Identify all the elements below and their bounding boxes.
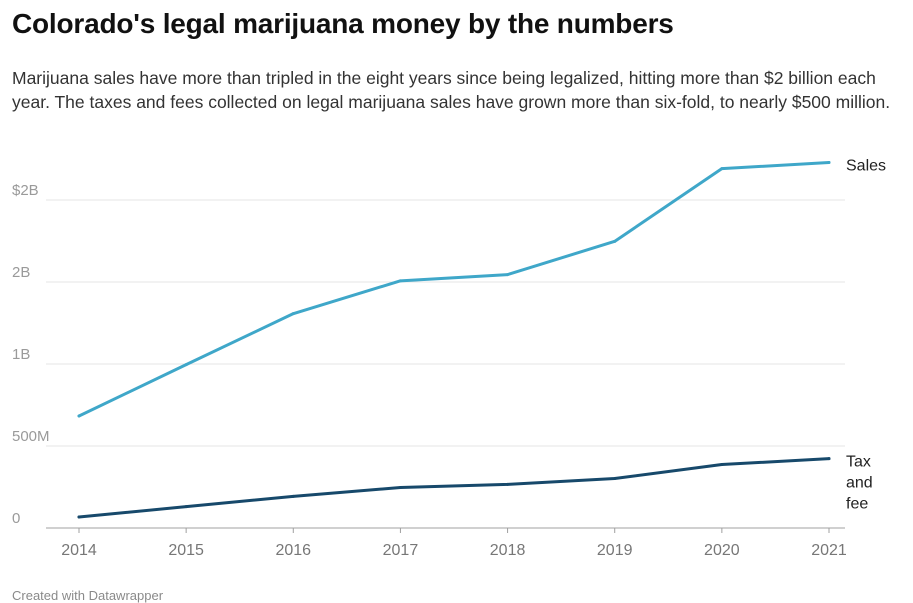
tax-and-fee-point — [827, 457, 831, 461]
sales-point — [291, 312, 295, 316]
x-tick-label: 2017 — [383, 542, 419, 559]
x-tick-label: 2020 — [704, 542, 740, 559]
sales-series-label: Sales — [846, 157, 886, 174]
grid-layer — [46, 199, 845, 529]
x-tick-label: 2018 — [490, 542, 526, 559]
tax-and-fee-point — [613, 476, 617, 480]
sales-point — [398, 279, 402, 283]
y-tick-label: 2B — [12, 264, 30, 281]
sales-point — [77, 414, 81, 418]
footer-credit: Created with Datawrapper — [12, 588, 164, 603]
tax-and-fee-series-label: Tax and fee — [846, 454, 873, 513]
x-tick-label: 2019 — [597, 542, 633, 559]
chart-subtitle: Marijuana sales have more than tripled i… — [12, 68, 891, 112]
tax-and-fee-point — [398, 485, 402, 489]
sales-point — [827, 160, 831, 164]
y-tick-label: 0 — [12, 510, 20, 527]
sales-point — [613, 239, 617, 243]
series-layer — [77, 160, 831, 519]
tax-and-fee-line — [77, 457, 831, 519]
sales-point — [184, 363, 188, 367]
y-axis: 0 500M 1B 2B $2B — [12, 182, 50, 527]
tax-and-fee-point — [77, 515, 81, 519]
x-tick-label: 2015 — [168, 542, 204, 559]
y-tick-label: 500M — [12, 428, 50, 445]
sales-line — [77, 160, 831, 418]
tax-and-fee-point — [720, 463, 724, 467]
sales-point — [506, 273, 510, 277]
x-tick-label: 2014 — [61, 542, 97, 559]
y-tick-label: 1B — [12, 346, 30, 363]
y-tick-label: $2B — [12, 182, 39, 199]
tax-and-fee-point — [506, 482, 510, 486]
sales-point — [720, 167, 724, 171]
tax-and-fee-point — [291, 494, 295, 498]
x-tick-label: 2016 — [275, 542, 311, 559]
chart-title: Colorado's legal marijuana money by the … — [12, 8, 674, 39]
tax-and-fee-point — [184, 505, 188, 509]
x-tick-label: 2021 — [811, 542, 847, 559]
series-labels: Sales Tax and fee — [846, 157, 886, 512]
x-axis: 2014 2015 2016 2017 2018 2019 2020 2021 — [61, 528, 847, 559]
